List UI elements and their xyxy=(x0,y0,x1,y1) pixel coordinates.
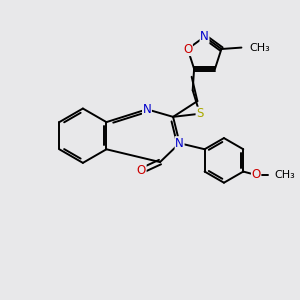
Text: O: O xyxy=(137,164,146,177)
Text: O: O xyxy=(251,169,261,182)
Text: N: N xyxy=(175,137,184,150)
Text: S: S xyxy=(196,107,203,120)
Text: CH₃: CH₃ xyxy=(249,43,270,52)
Text: N: N xyxy=(142,103,151,116)
Text: N: N xyxy=(200,30,209,43)
Text: CH₃: CH₃ xyxy=(274,170,295,180)
Text: O: O xyxy=(183,43,192,56)
